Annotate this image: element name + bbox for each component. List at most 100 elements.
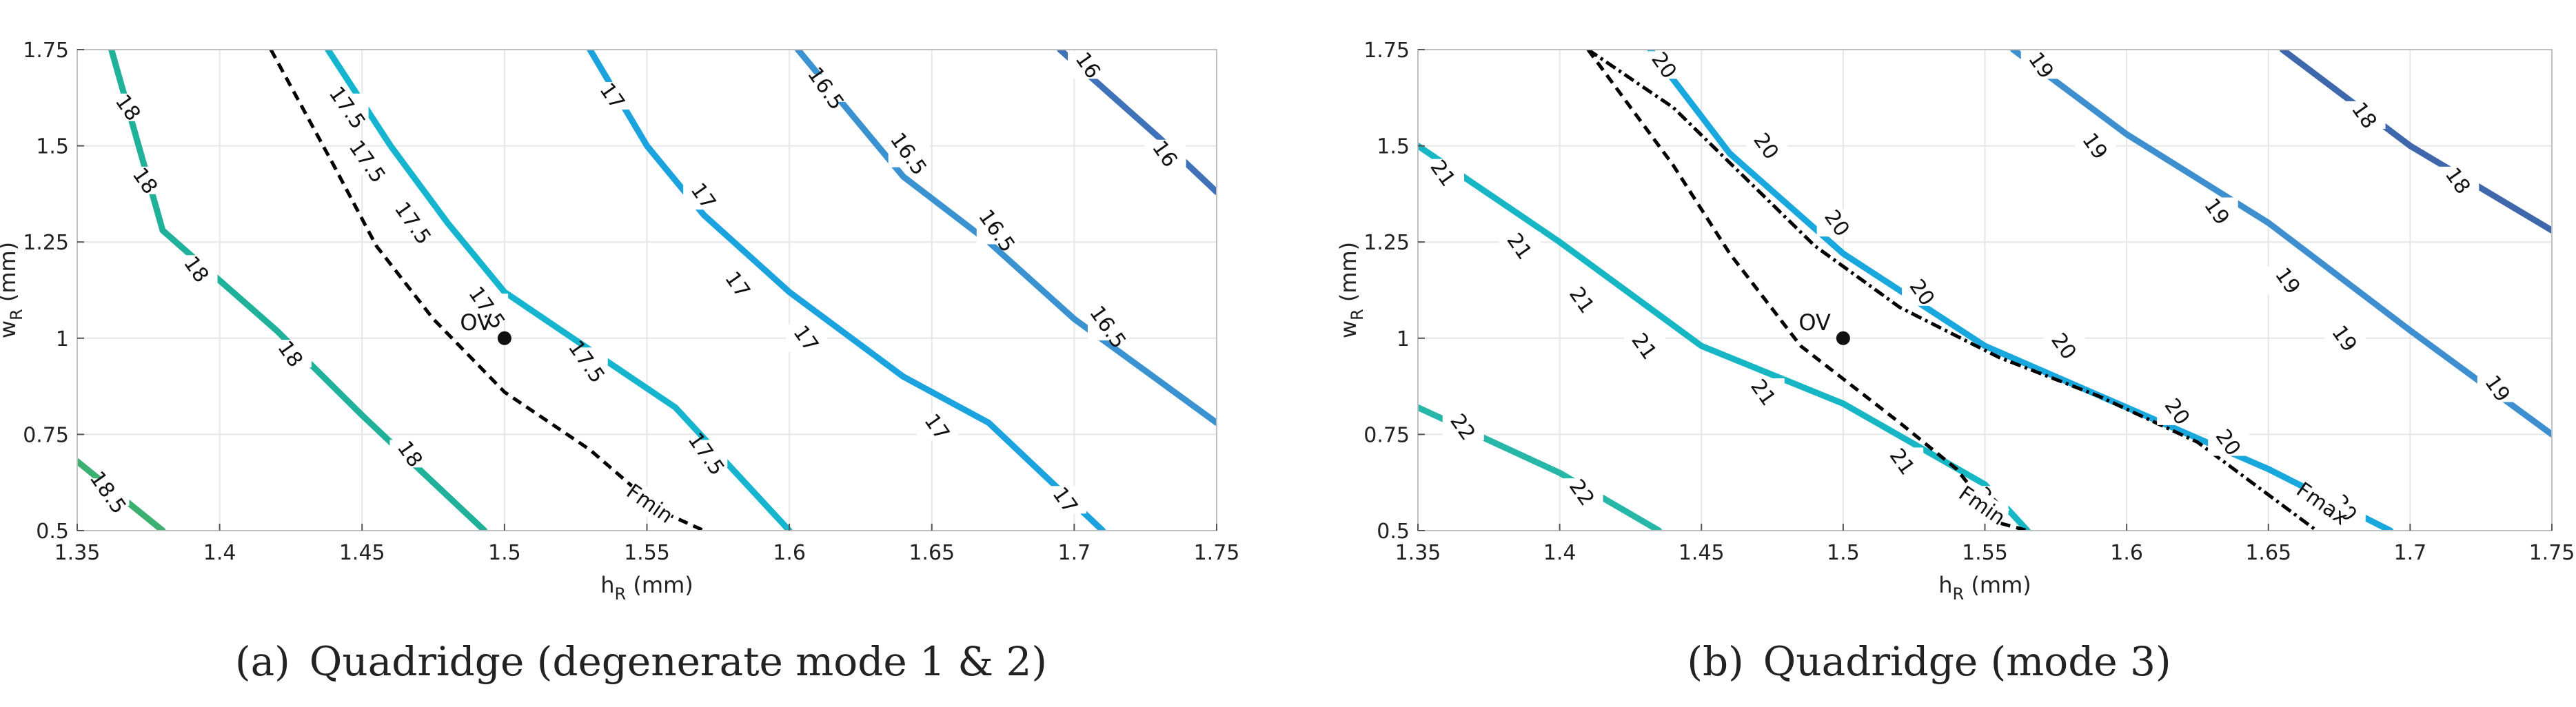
- contour-label-bg: [1745, 132, 1787, 160]
- x-tick-label: 1.6: [773, 541, 806, 565]
- contour-label-bg: [270, 340, 312, 368]
- contour-label-bg: [347, 147, 389, 175]
- contour-label-bg: [1423, 158, 1465, 187]
- ov-label: OV: [460, 309, 492, 336]
- caption-b-tag: (b): [1687, 638, 1744, 685]
- ov-marker: [497, 331, 511, 345]
- caption-a-tag: (a): [234, 638, 290, 685]
- y-tick-label: 0.75: [23, 423, 69, 447]
- y-tick-label: 1.25: [23, 231, 69, 255]
- contour-label-bg: [2157, 397, 2199, 425]
- contour-17.5: [325, 50, 793, 531]
- x-tick-label: 1.65: [909, 541, 955, 565]
- y-tick-label: 1.5: [36, 135, 69, 159]
- x-tick-label: 1.5: [1827, 541, 1860, 565]
- contour-label-bg: [2074, 132, 2116, 160]
- contour-labels: 18.5181818181817.517.517.517.517.517.517…: [85, 48, 1186, 518]
- y-tick-label: 1: [56, 327, 69, 351]
- contour-label-bg: [2477, 374, 2519, 402]
- x-tick-label: 1.75: [1194, 541, 1240, 565]
- ov-marker: [1836, 331, 1850, 345]
- contour-label-bg: [1068, 51, 1110, 79]
- ov-label: OV: [1798, 309, 1831, 336]
- x-tick-label: 1.35: [54, 541, 101, 565]
- curve-label-fmax: Fmax: [2292, 478, 2353, 530]
- contour-label-bg: [566, 347, 608, 376]
- contour-label-bg: [1743, 378, 1785, 406]
- x-axis-label: hR (mm): [1938, 572, 2031, 604]
- curve-label-bg: [1954, 481, 2010, 531]
- contour-label-bg: [125, 166, 167, 194]
- contour-label-bg: [1902, 278, 1944, 306]
- contour-label-bg: [2437, 166, 2479, 194]
- contour-label-bg: [108, 93, 150, 121]
- contour-label-bg: [2196, 197, 2238, 225]
- contour-label-bg: [686, 440, 728, 468]
- contour-label-bg: [1882, 447, 1924, 475]
- curve-label-bg: [622, 479, 678, 529]
- contour-label-bg: [1499, 232, 1541, 260]
- contour-label-bg: [1624, 331, 1665, 360]
- contour-label-bg: [2324, 324, 2366, 352]
- contour-plot-a: 18.5181818181817.517.517.517.517.517.517…: [0, 39, 1239, 604]
- contour-label-bg: [1044, 486, 1086, 514]
- axis-ticks: 1.35 1.4 1.45 1.5 1.55 1.6 1.65 1.7 1.75 0.5 0.75 1…: [23, 39, 1239, 565]
- contour-label-bg: [717, 270, 759, 298]
- contour-label-bg: [1087, 313, 1129, 341]
- x-tick-label: 1.7: [1058, 541, 1091, 565]
- curve-label-bg: [2295, 479, 2350, 529]
- y-tick-label: 1.75: [23, 39, 69, 63]
- y-tick-label: 0.75: [1363, 423, 1410, 447]
- contour-label-bg: [1643, 51, 1685, 79]
- contour-label-bg: [2208, 428, 2250, 456]
- contour-label-bg: [917, 413, 959, 441]
- contour-label-bg: [1561, 478, 1603, 506]
- y-axis-label: wR (mm): [0, 242, 26, 338]
- x-tick-label: 1.6: [2110, 541, 2143, 565]
- contour-19: [2010, 50, 2552, 438]
- x-tick-label: 1.45: [339, 541, 385, 565]
- contour-label-bg: [176, 255, 218, 283]
- contour-lines: [77, 50, 1217, 531]
- x-tick-label: 1.75: [2529, 541, 2575, 565]
- contour-label-bg: [392, 209, 434, 237]
- contour-label-bg: [2344, 101, 2386, 129]
- contour-16: [1057, 50, 1217, 196]
- contour-label-bg: [467, 294, 509, 322]
- contour-label-bg: [88, 478, 130, 506]
- contour-label-bg: [1816, 209, 1858, 237]
- y-tick-label: 0.5: [1377, 520, 1410, 544]
- contour-label-bg: [2267, 267, 2309, 295]
- x-tick-label: 1.4: [1543, 541, 1576, 565]
- y-tick-label: 1.75: [1363, 39, 1410, 63]
- contour-18: [108, 50, 488, 531]
- y-tick-label: 1.5: [1377, 135, 1410, 159]
- contour-label-bg: [785, 324, 827, 352]
- x-axis-label: hR (mm): [600, 572, 693, 604]
- contour-label-bg: [888, 139, 930, 167]
- contour-label-bg: [1144, 139, 1186, 167]
- contour-label-bg: [805, 74, 847, 102]
- contour-label-bg: [327, 93, 369, 121]
- caption-b: (b) Quadridge (mode 3): [1282, 634, 2576, 689]
- contour-label-bg: [1442, 413, 1484, 441]
- contour-plot-b: 2222212121212121212020202020202020191919…: [1335, 39, 2575, 604]
- y-tick-label: 1.25: [1363, 231, 1410, 255]
- y-tick-label: 0.5: [36, 520, 69, 544]
- curve-fmax: [1587, 50, 2318, 531]
- contour-label-bg: [389, 440, 432, 468]
- caption-a: (a) Quadridge (degenerate mode 1 & 2): [0, 634, 1282, 689]
- caption-a-text: Quadridge (degenerate mode 1 & 2): [309, 638, 1048, 685]
- contour-labels: 2222212121212121212020202020202020191919…: [1423, 48, 2519, 526]
- x-tick-label: 1.55: [1962, 541, 2008, 565]
- contour-label-bg: [976, 216, 1018, 245]
- x-tick-label: 1.5: [488, 541, 521, 565]
- caption-b-text: Quadridge (mode 3): [1763, 638, 2171, 685]
- y-axis-label: wR (mm): [1335, 242, 1367, 338]
- contour-18: [2279, 50, 2552, 234]
- curve-fmin: [1586, 50, 2028, 531]
- contour-label-bg: [683, 182, 725, 210]
- contour-20: [1647, 50, 2394, 531]
- contour-label-bg: [2020, 51, 2062, 79]
